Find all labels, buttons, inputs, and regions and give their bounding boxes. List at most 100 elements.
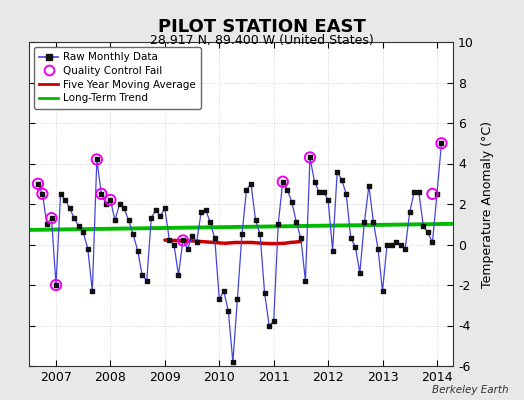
Point <box>70 215 79 221</box>
Point <box>151 207 160 213</box>
Point <box>329 247 337 254</box>
Point <box>437 140 445 146</box>
Point <box>34 180 42 187</box>
Point <box>179 237 187 244</box>
Text: 28.917 N, 89.400 W (United States): 28.917 N, 89.400 W (United States) <box>150 34 374 47</box>
Point <box>406 209 414 215</box>
Point <box>129 231 137 238</box>
Point <box>188 233 196 240</box>
Point <box>52 282 60 288</box>
Point <box>315 189 323 195</box>
Point <box>97 191 105 197</box>
Point <box>265 322 274 329</box>
Point <box>256 231 264 238</box>
Point <box>306 154 314 161</box>
Point <box>310 178 319 185</box>
Point <box>83 245 92 252</box>
Point <box>224 308 233 314</box>
Point <box>115 201 124 207</box>
Point <box>279 178 287 185</box>
Point <box>424 229 432 236</box>
Point <box>143 278 151 284</box>
Point <box>346 235 355 242</box>
Point <box>57 191 65 197</box>
Point <box>120 205 128 211</box>
Point <box>360 219 368 226</box>
Point <box>38 191 47 197</box>
Point <box>428 191 436 197</box>
Point <box>428 239 436 246</box>
Point <box>215 296 223 302</box>
Point <box>106 197 115 203</box>
Point <box>269 318 278 325</box>
Point <box>165 237 173 244</box>
Point <box>138 272 146 278</box>
Point <box>93 156 101 163</box>
Point <box>392 239 400 246</box>
Point <box>378 288 387 294</box>
Point <box>283 187 291 193</box>
Point <box>369 219 378 226</box>
Point <box>97 191 105 197</box>
Point <box>365 182 373 189</box>
Point <box>192 239 201 246</box>
Point <box>260 290 269 296</box>
Point <box>297 235 305 242</box>
Point <box>74 223 83 230</box>
Point <box>161 205 169 211</box>
Point <box>66 205 74 211</box>
Point <box>179 237 187 244</box>
Legend: Raw Monthly Data, Quality Control Fail, Five Year Moving Average, Long-Term Tren: Raw Monthly Data, Quality Control Fail, … <box>34 47 201 108</box>
Point <box>211 235 219 242</box>
Point <box>134 247 142 254</box>
Point <box>233 296 242 302</box>
Point <box>61 197 69 203</box>
Point <box>183 245 192 252</box>
Point <box>47 215 56 221</box>
Point <box>337 176 346 183</box>
Point <box>197 209 205 215</box>
Point <box>202 207 210 213</box>
Y-axis label: Temperature Anomaly (°C): Temperature Anomaly (°C) <box>481 120 494 288</box>
Point <box>274 221 282 228</box>
Point <box>228 359 237 365</box>
Point <box>220 288 228 294</box>
Point <box>106 197 115 203</box>
Point <box>324 197 332 203</box>
Point <box>374 245 382 252</box>
Point <box>170 241 178 248</box>
Point <box>288 199 296 205</box>
Point <box>52 282 60 288</box>
Point <box>102 201 110 207</box>
Point <box>356 270 364 276</box>
Point <box>47 215 56 221</box>
Point <box>397 241 405 248</box>
Point <box>147 215 156 221</box>
Point <box>414 189 423 195</box>
Point <box>124 217 133 223</box>
Point <box>333 168 341 175</box>
Point <box>174 272 183 278</box>
Point <box>93 156 101 163</box>
Point <box>88 288 96 294</box>
Point <box>79 229 88 236</box>
Point <box>43 221 51 228</box>
Point <box>242 187 250 193</box>
Point <box>437 140 445 146</box>
Point <box>279 178 287 185</box>
Point <box>351 243 359 250</box>
Point <box>252 217 260 223</box>
Point <box>320 189 328 195</box>
Point <box>342 191 351 197</box>
Point <box>433 191 441 197</box>
Point <box>34 180 42 187</box>
Point <box>306 154 314 161</box>
Point <box>206 219 214 226</box>
Point <box>38 191 47 197</box>
Point <box>401 245 409 252</box>
Point <box>387 241 396 248</box>
Point <box>156 213 165 219</box>
Point <box>111 217 119 223</box>
Point <box>410 189 419 195</box>
Point <box>383 241 391 248</box>
